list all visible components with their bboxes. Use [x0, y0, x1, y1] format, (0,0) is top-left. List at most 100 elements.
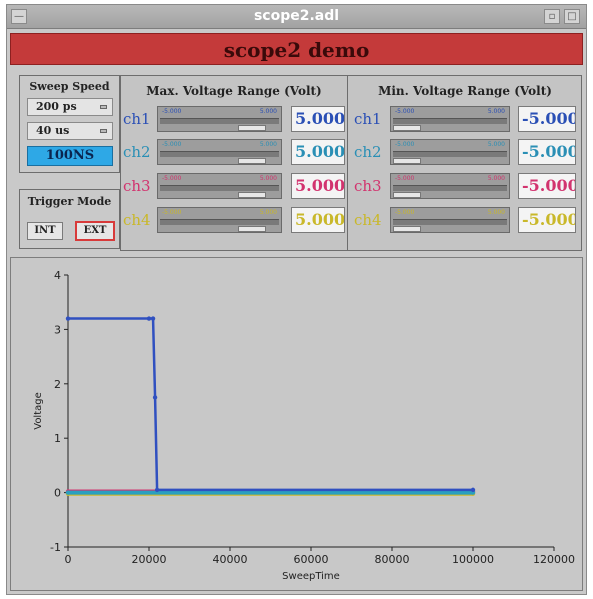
min-ch3-slider[interactable]: -5.000 5.000	[390, 173, 510, 199]
panel-divider	[347, 76, 348, 250]
x-tick-label: 40000	[213, 553, 248, 566]
slider-track	[393, 151, 507, 157]
chevron-down-icon	[100, 105, 107, 109]
x-tick-label: 60000	[294, 553, 329, 566]
min-ch2-slider-max: 5.000	[487, 141, 505, 148]
slider-track	[393, 219, 507, 225]
min-ch2-slider[interactable]: -5.000 5.000	[390, 139, 510, 165]
slider-thumb[interactable]	[393, 192, 421, 198]
slider-thumb[interactable]	[238, 226, 266, 232]
max-ch1-slider[interactable]: -5.000 5.000	[157, 106, 282, 132]
max-ch4-slider-min: -5.000	[162, 209, 182, 216]
min-ch4-label: ch4	[354, 211, 382, 229]
y-tick-label: 1	[54, 432, 61, 445]
min-ch4-value[interactable]: -5.000	[518, 207, 576, 233]
slider-thumb[interactable]	[238, 125, 266, 131]
window-title: scope2.adl	[253, 8, 340, 24]
sweep-rate-display: 100NS	[27, 146, 113, 166]
max-ch2-value[interactable]: 5.000	[291, 139, 345, 165]
series-point	[154, 487, 160, 493]
min-ch3-slider-max: 5.000	[487, 175, 505, 182]
y-tick-label: -1	[50, 541, 61, 554]
max-ch2-label: ch2	[123, 143, 151, 161]
max-voltage-title: Max. Voltage Range (Volt)	[146, 84, 322, 98]
max-ch1-slider-max: 5.000	[259, 108, 277, 115]
min-ch4-slider-max: 5.000	[487, 209, 505, 216]
slider-track	[160, 185, 279, 191]
y-tick-label: 4	[54, 269, 61, 282]
max-ch1-value[interactable]: 5.000	[291, 106, 345, 132]
series-point	[146, 316, 152, 321]
chevron-down-icon	[100, 129, 107, 133]
trigger-mode-title: Trigger Mode	[27, 195, 112, 208]
min-ch1-slider[interactable]: -5.000 5.000	[390, 106, 510, 132]
minimize-icon[interactable]: ▫	[544, 9, 560, 24]
min-ch2-slider-min: -5.000	[395, 141, 415, 148]
min-ch1-value[interactable]: -5.000	[518, 106, 576, 132]
sweep-menu-secondary[interactable]: 40 us	[27, 122, 113, 140]
title-bar[interactable]: — scope2.adl ▫ □	[7, 5, 586, 29]
max-ch3-slider[interactable]: -5.000 5.000	[157, 173, 282, 199]
slider-track	[393, 118, 507, 124]
max-ch1-slider-min: -5.000	[162, 108, 182, 115]
x-tick-label: 80000	[375, 553, 410, 566]
max-ch3-value[interactable]: 5.000	[291, 173, 345, 199]
min-ch4-slider[interactable]: -5.000 5.000	[390, 207, 510, 233]
sweep-menu-secondary-label: 40 us	[36, 124, 70, 137]
trigger-int-button[interactable]: INT	[27, 222, 63, 240]
sweep-speed-panel: Sweep Speed 200 ps 40 us 100NS	[19, 75, 120, 173]
slider-thumb[interactable]	[238, 192, 266, 198]
x-tick-label: 0	[65, 553, 72, 566]
plot-background	[11, 258, 582, 590]
sweep-menu-primary-label: 200 ps	[36, 100, 77, 113]
plot-series	[65, 316, 476, 496]
y-tick-label: 3	[54, 323, 61, 336]
slider-track	[160, 219, 279, 225]
series-line	[68, 317, 473, 492]
min-ch3-label: ch3	[354, 177, 382, 195]
max-ch1-label: ch1	[123, 110, 151, 128]
max-ch3-label: ch3	[123, 177, 151, 195]
max-ch2-slider-max: 5.000	[259, 141, 277, 148]
banner-title: scope2 demo	[223, 38, 370, 62]
max-ch3-slider-max: 5.000	[259, 175, 277, 182]
min-ch3-slider-min: -5.000	[395, 175, 415, 182]
x-axis-label: SweepTime	[282, 571, 340, 582]
slider-thumb[interactable]	[393, 226, 421, 232]
max-ch4-slider-max: 5.000	[259, 209, 277, 216]
min-ch2-value[interactable]: -5.000	[518, 139, 576, 165]
slider-thumb[interactable]	[393, 125, 421, 131]
min-ch1-label: ch1	[354, 110, 382, 128]
slider-track	[393, 185, 507, 191]
series-point	[470, 487, 476, 493]
window-menu-icon[interactable]: —	[11, 9, 27, 24]
slider-thumb[interactable]	[393, 158, 421, 164]
min-ch1-slider-max: 5.000	[487, 108, 505, 115]
trigger-ext-button[interactable]: EXT	[75, 221, 115, 241]
scope-window: — scope2.adl ▫ □ scope2 demo Sweep Speed…	[6, 4, 587, 595]
series-point	[152, 395, 158, 400]
y-tick-label: 0	[54, 487, 61, 500]
min-ch4-slider-min: -5.000	[395, 209, 415, 216]
max-ch4-slider[interactable]: -5.000 5.000	[157, 207, 282, 233]
series-point	[65, 490, 71, 495]
max-ch4-value[interactable]: 5.000	[291, 207, 345, 233]
voltage-range-panel: Max. Voltage Range (Volt) Min. Voltage R…	[120, 75, 582, 251]
maximize-icon[interactable]: □	[564, 9, 580, 24]
min-ch2-label: ch2	[354, 143, 382, 161]
slider-track	[160, 151, 279, 157]
sweep-menu-primary[interactable]: 200 ps	[27, 98, 113, 116]
min-ch1-slider-min: -5.000	[395, 108, 415, 115]
max-ch2-slider[interactable]: -5.000 5.000	[157, 139, 282, 165]
x-tick-label: 120000	[533, 553, 575, 566]
slider-thumb[interactable]	[238, 158, 266, 164]
max-ch2-slider-min: -5.000	[162, 141, 182, 148]
y-axis-label: Voltage	[33, 392, 44, 430]
min-ch3-value[interactable]: -5.000	[518, 173, 576, 199]
demo-banner: scope2 demo	[10, 33, 583, 65]
series-point	[65, 316, 71, 321]
scope-plot: -1 0 1 2 3 4 0 20000 40000 60000 80000 100000 120000…	[11, 258, 582, 590]
max-ch4-label: ch4	[123, 211, 151, 229]
slider-track	[160, 118, 279, 124]
y-tick-label: 2	[54, 378, 61, 391]
